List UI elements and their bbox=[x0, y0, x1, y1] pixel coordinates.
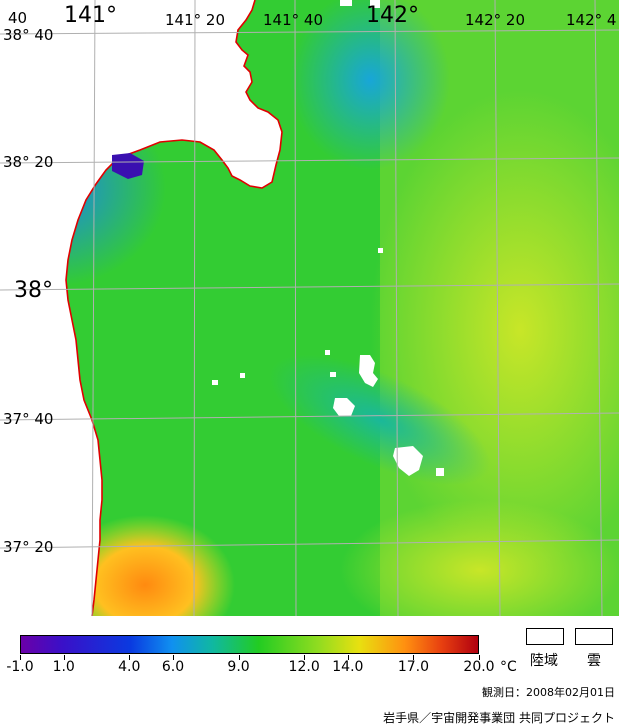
colorbar-tick-label: 17.0 bbox=[397, 659, 430, 675]
colorbar-tick bbox=[173, 655, 174, 660]
lat-label-38-40: 38° 40 bbox=[3, 26, 54, 44]
colorbar-tick bbox=[347, 655, 349, 660]
lon-label-142: 142° bbox=[366, 3, 419, 28]
colorbar-tick bbox=[63, 655, 65, 660]
graticule bbox=[0, 0, 619, 616]
coastline bbox=[65, 0, 283, 616]
lat-label-38-20: 38° 20 bbox=[3, 153, 54, 171]
land-area bbox=[0, 0, 282, 616]
lon-label-141: 141° bbox=[64, 3, 117, 28]
lon-label-142-20: 142° 20 bbox=[465, 11, 525, 29]
lon-label-141-40: 141° 40 bbox=[263, 11, 323, 29]
unit-label: °C bbox=[500, 659, 517, 675]
legend: -1.0 1.0 4.0 6.0 9.0 12.0 14.0 17.0 20.0 °C 陸域 雲… bbox=[0, 616, 619, 725]
cloud-patches bbox=[212, 0, 444, 476]
lon-edge-label: 40 bbox=[8, 9, 28, 27]
lon-label-142-40: 142° 4 bbox=[566, 11, 617, 29]
colorbar-tick bbox=[479, 655, 480, 660]
colorbar-tick-label: 20.0 bbox=[463, 659, 495, 675]
colorbar-tick-label: 14.0 bbox=[332, 659, 364, 675]
colorbar-tick bbox=[20, 655, 21, 660]
cloud-label: 雲 bbox=[587, 653, 601, 669]
colorbar-tick bbox=[129, 655, 131, 660]
sea-surface-temperature-map bbox=[0, 0, 619, 616]
colorbar-tick-label: 1.0 bbox=[52, 659, 75, 675]
colorbar-tick-label: -1.0 bbox=[6, 659, 34, 675]
colorbar-tick-label: 12.0 bbox=[288, 659, 320, 675]
colorbar-tick-label: 4.0 bbox=[118, 659, 141, 675]
land-label: 陸域 bbox=[530, 653, 558, 669]
lat-label-37-20: 37° 20 bbox=[3, 538, 54, 556]
colorbar-tick bbox=[238, 655, 240, 660]
colorbar-tick bbox=[413, 655, 415, 660]
colorbar-tick-label: 9.0 bbox=[227, 659, 250, 675]
lon-label-141-20: 141° 20 bbox=[165, 11, 225, 29]
temperature-colorbar bbox=[20, 635, 479, 654]
land-swatch bbox=[526, 628, 564, 645]
lat-label-38: 38° bbox=[14, 278, 53, 303]
colorbar-tick-label: 6.0 bbox=[161, 659, 185, 675]
credit-line: 岩手県／宇宙開発事業団 共同プロジェクト bbox=[383, 711, 615, 725]
colorbar-tick bbox=[304, 655, 306, 660]
observation-date: 観測日：2008年02月01日 bbox=[482, 686, 615, 699]
lat-label-37-40: 37° 40 bbox=[3, 410, 54, 428]
cloud-swatch bbox=[575, 628, 613, 645]
cool-area-north bbox=[290, 0, 450, 170]
